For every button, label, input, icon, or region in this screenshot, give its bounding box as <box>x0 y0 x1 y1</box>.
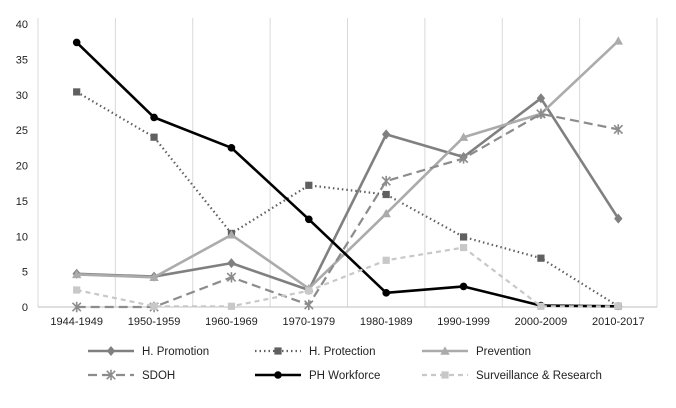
series-line-h-protection <box>76 90 619 308</box>
y-tick-label: 30 <box>16 90 28 102</box>
data-point-h-promotion <box>227 258 236 269</box>
y-tick-label: 35 <box>16 54 28 66</box>
legend-label: Prevention <box>476 346 531 358</box>
data-point-prevention <box>149 272 159 281</box>
data-point-h-protection <box>305 181 313 189</box>
legend-swatch-marker <box>106 346 116 356</box>
series-line-h-promotion <box>76 96 620 292</box>
data-point-surveillance-research <box>73 286 81 294</box>
x-tick-label: 1970-1979 <box>283 316 336 328</box>
data-point-h-promotion <box>614 213 623 224</box>
data-point-sdoh <box>381 175 391 187</box>
data-point-h-protection <box>73 88 81 96</box>
series-line-surveillance-research <box>76 246 619 308</box>
legend: H. Promotion H. Protection Prevention SDOH P… <box>88 346 602 382</box>
data-point-surveillance-research <box>382 256 390 264</box>
data-point-h-protection <box>150 133 158 141</box>
data-point-surveillance-research <box>150 302 158 310</box>
y-tick-label: 25 <box>16 125 28 137</box>
legend-swatch-marker <box>106 369 116 381</box>
legend-label: H. Promotion <box>142 346 209 358</box>
series-line-ph-workforce <box>75 41 619 308</box>
x-tick-label: 1950-1959 <box>128 316 181 328</box>
legend-item-sdoh: SDOH <box>88 369 175 382</box>
gridlines <box>37 18 658 307</box>
data-point-ph-workforce <box>227 144 236 152</box>
data-point-prevention <box>613 36 624 45</box>
legend-label: Surveillance & Research <box>476 370 602 382</box>
y-tick-label: 15 <box>16 196 28 208</box>
data-point-surveillance-research <box>614 302 622 310</box>
data-point-prevention <box>71 269 82 279</box>
x-tick-label: 1944-1949 <box>50 316 103 328</box>
y-tick-label: 10 <box>16 231 28 243</box>
data-point-sdoh <box>304 299 314 311</box>
data-point-h-promotion <box>536 93 546 104</box>
legend-swatch-marker <box>274 371 282 379</box>
y-tick-label: 20 <box>16 161 28 173</box>
x-tick-label: 2010-2017 <box>592 316 645 328</box>
legend-item-surveillance-research: Surveillance & Research <box>422 370 602 382</box>
data-point-ph-workforce <box>72 38 81 47</box>
x-tick-label: 1980-1989 <box>360 316 413 328</box>
data-point-prevention <box>458 132 469 141</box>
data-point-h-protection <box>459 233 468 241</box>
legend-swatch-marker <box>440 346 450 355</box>
data-point-sdoh <box>71 301 82 313</box>
data-point-ph-workforce <box>150 113 158 122</box>
data-point-surveillance-research <box>305 287 313 295</box>
data-point-h-protection <box>382 190 390 199</box>
data-point-ph-workforce <box>459 282 468 291</box>
data-point-sdoh <box>536 108 546 120</box>
data-point-h-promotion <box>381 129 391 140</box>
legend-item-prevention: Prevention <box>422 346 531 358</box>
data-point-sdoh <box>226 272 237 283</box>
data-point-surveillance-research <box>227 302 236 310</box>
series-line-prevention <box>76 40 620 290</box>
legend-label: SDOH <box>142 370 175 382</box>
data-point-prevention <box>381 208 391 218</box>
y-axis: 0 5 10 15 20 25 30 35 40 <box>16 19 28 314</box>
series-group <box>71 36 624 313</box>
legend-item-ph-workforce: PH Workforce <box>255 370 380 382</box>
data-point-h-protection <box>537 254 545 262</box>
y-tick-label: 0 <box>22 302 28 314</box>
data-point-surveillance-research <box>459 243 468 252</box>
x-tick-label: 2000-2009 <box>515 316 568 328</box>
legend-swatch-marker <box>274 347 282 355</box>
x-tick-label: 1990-1999 <box>437 316 490 328</box>
x-axis: 1944-1949 1950-1959 1960-1969 1970-1979 1980… <box>38 306 657 328</box>
data-point-ph-workforce <box>382 289 390 297</box>
data-point-sdoh <box>458 153 469 164</box>
data-point-sdoh <box>613 124 624 135</box>
legend-swatch-marker <box>441 371 449 379</box>
series-line-sdoh <box>76 112 619 309</box>
data-point-surveillance-research <box>537 302 545 310</box>
data-point-prevention <box>226 230 237 239</box>
y-tick-label: 5 <box>22 267 28 279</box>
series-surveillance-research <box>73 243 622 310</box>
y-tick-label: 40 <box>16 19 28 31</box>
data-point-ph-workforce <box>305 215 313 224</box>
x-tick-label: 1960-1969 <box>205 316 258 328</box>
legend-label: H. Protection <box>309 346 375 358</box>
legend-label: PH Workforce <box>309 370 380 382</box>
legend-item-h-promotion: H. Promotion <box>88 346 209 358</box>
legend-item-h-protection: H. Protection <box>255 346 375 358</box>
